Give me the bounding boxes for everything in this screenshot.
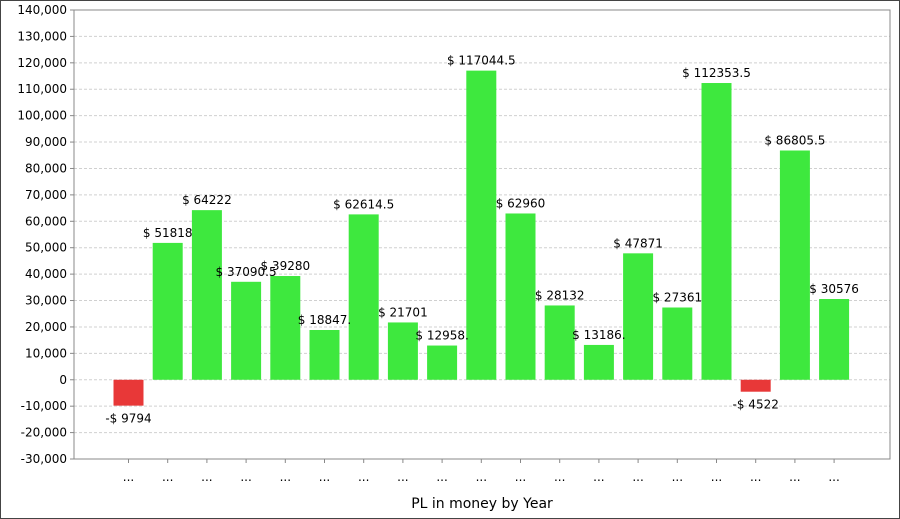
x-category-label: ... — [162, 470, 173, 484]
data-label: $ 86805.5 — [764, 133, 825, 147]
data-label: $ 51818 — [143, 226, 193, 240]
bar — [819, 299, 850, 380]
x-category-label: ... — [240, 470, 251, 484]
y-tick-label: 10,000 — [25, 346, 67, 360]
y-axis-ticks: -30,000 -20,000 -10,000 0 10,000 20,000 30,000… — [17, 3, 74, 466]
x-category-label: ... — [632, 470, 643, 484]
data-label: $ 18847. — [298, 313, 351, 327]
data-label: $ 37090.5 — [216, 265, 277, 279]
x-category-label: ... — [319, 470, 330, 484]
y-tick-label: -30,000 — [21, 452, 67, 466]
data-label: $ 117044.5 — [447, 54, 516, 68]
x-category-label: ... — [828, 470, 839, 484]
y-tick-label: 90,000 — [25, 135, 67, 149]
bar — [505, 213, 536, 380]
data-label: $ 13186. — [572, 328, 625, 342]
x-category-label: ... — [515, 470, 526, 484]
y-tick-label: -20,000 — [21, 426, 67, 440]
plot-area-border — [73, 9, 891, 460]
y-tick-label: 100,000 — [17, 109, 67, 123]
y-tick-label: 110,000 — [17, 82, 67, 96]
x-category-label: ... — [358, 470, 369, 484]
bar — [623, 253, 654, 380]
bar — [583, 344, 614, 380]
data-labels: -$ 9794 $ 51818 $ 64222 $ 37090.5$ 39280 $ 1… — [105, 54, 859, 426]
x-category-label: ... — [280, 470, 291, 484]
y-tick-label: 20,000 — [25, 320, 67, 334]
y-tick-label: 40,000 — [25, 267, 67, 281]
data-label: $ 28132 — [535, 288, 585, 302]
data-label: $ 47871 — [613, 236, 663, 250]
y-tick-label: -10,000 — [21, 399, 67, 413]
y-tick-label: 70,000 — [25, 188, 67, 202]
data-label: -$ 4522 — [733, 398, 779, 412]
x-category-label: ... — [476, 470, 487, 484]
data-label: $ 12958. — [415, 329, 468, 343]
bar — [348, 214, 379, 380]
data-label: $ 62614.5 — [333, 197, 394, 211]
x-category-label: ... — [711, 470, 722, 484]
data-label: -$ 9794 — [105, 412, 151, 426]
y-tick-label: 0 — [59, 373, 67, 387]
bar — [662, 307, 693, 380]
bar — [231, 281, 262, 380]
x-category-label: ... — [397, 470, 408, 484]
bar — [466, 70, 497, 380]
bar — [113, 379, 144, 406]
bar — [387, 322, 418, 380]
y-tick-label: 30,000 — [25, 294, 67, 308]
y-tick-label: 60,000 — [25, 214, 67, 228]
y-tick-label: 50,000 — [25, 241, 67, 255]
x-category-label: ... — [593, 470, 604, 484]
x-category-label: ... — [554, 470, 565, 484]
data-label: $ 112353.5 — [682, 66, 751, 80]
bar — [740, 379, 771, 392]
x-category-label: ... — [123, 470, 134, 484]
bar — [779, 150, 810, 380]
x-category-label: ... — [436, 470, 447, 484]
y-tick-label: 140,000 — [17, 3, 67, 17]
data-label: $ 62960 — [496, 196, 546, 210]
y-tick-label: 80,000 — [25, 161, 67, 175]
bar — [309, 329, 340, 380]
x-category-label: ... — [201, 470, 212, 484]
bar — [427, 345, 458, 380]
bar — [270, 276, 301, 380]
data-label: $ 27361 — [652, 290, 702, 304]
bars — [113, 70, 850, 406]
y-tick-label: 120,000 — [17, 56, 67, 70]
x-category-label: ... — [672, 470, 683, 484]
x-category-label: ... — [789, 470, 800, 484]
x-category-label: ... — [750, 470, 761, 484]
bar — [544, 305, 575, 380]
bar — [701, 83, 732, 380]
data-label: $ 30576 — [809, 282, 859, 296]
data-label: $ 64222 — [182, 193, 232, 207]
bar — [191, 210, 222, 380]
category-labels: ........................................… — [123, 459, 840, 484]
bar — [152, 242, 183, 380]
data-label: $ 21701 — [378, 305, 428, 319]
x-axis-title: PL in money by Year — [411, 496, 553, 512]
data-label: $ 39280 — [260, 259, 310, 273]
y-tick-label: 130,000 — [17, 29, 67, 43]
